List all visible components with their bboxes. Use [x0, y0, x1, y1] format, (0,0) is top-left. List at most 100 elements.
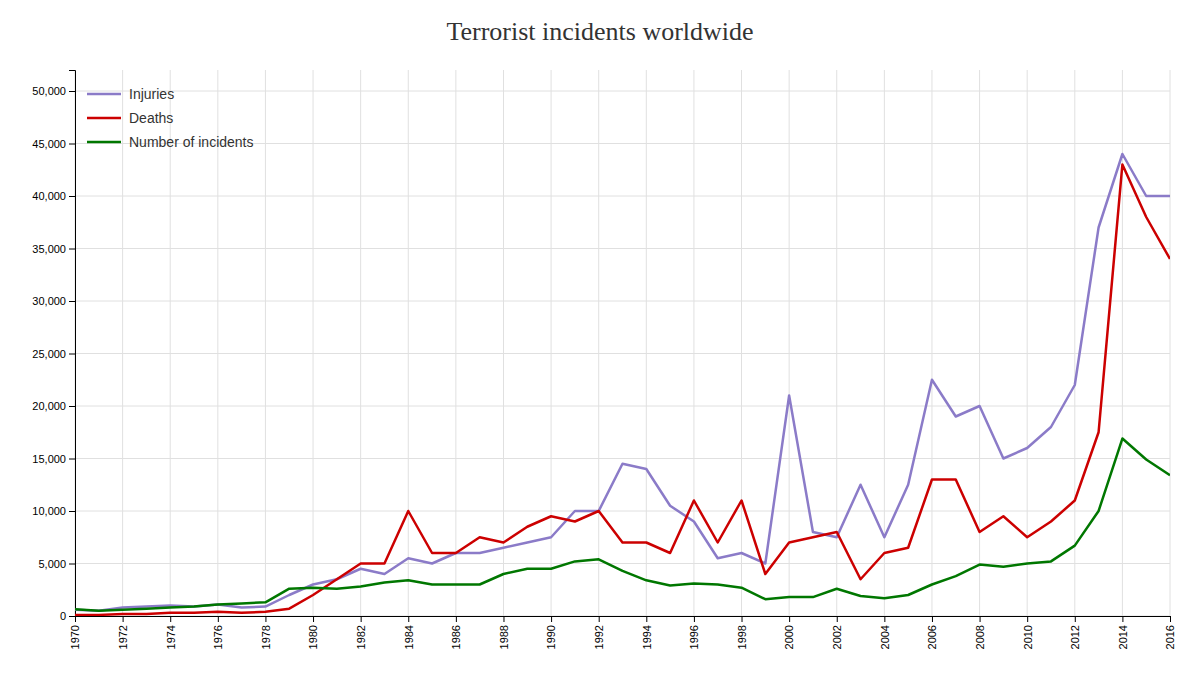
legend-swatch [87, 117, 121, 120]
tick-mark [1075, 616, 1076, 622]
grid-line [598, 70, 599, 616]
tick-label: 2014 [1117, 625, 1129, 649]
legend-item: Injuries [87, 86, 174, 102]
tick: 2014 [1117, 616, 1129, 649]
tick-mark [69, 196, 75, 197]
tick: 1996 [688, 616, 700, 649]
tick-label: 1990 [545, 625, 557, 649]
grid-line [455, 70, 456, 616]
grid-line [646, 70, 647, 616]
tick: 5,000 [38, 558, 75, 570]
tick-label: 2006 [926, 625, 938, 649]
grid-line [75, 248, 1170, 249]
tick-label: 2000 [783, 625, 795, 649]
tick-mark [503, 616, 504, 622]
grid-line [75, 301, 1170, 302]
series-line [75, 165, 1170, 615]
tick: 10,000 [32, 505, 75, 517]
tick-label: 1998 [736, 625, 748, 649]
tick: 1980 [307, 616, 319, 649]
tick: 1970 [69, 616, 81, 649]
tick-label: 35,000 [32, 243, 66, 255]
title: Terrorist incidents worldwide [446, 17, 753, 46]
grid-line [979, 70, 980, 616]
tick: 2006 [926, 616, 938, 649]
tick: 1974 [165, 616, 177, 649]
tick-label: 1988 [498, 625, 510, 649]
tick-label: 2010 [1022, 625, 1034, 649]
tick: 2002 [831, 616, 843, 649]
grid-line [75, 511, 1170, 512]
grid-line [1027, 70, 1028, 616]
tick-mark [551, 616, 552, 622]
grid-line [551, 70, 552, 616]
tick-label: 1976 [212, 625, 224, 649]
tick: 35,000 [32, 243, 75, 255]
tick-label: 1986 [450, 625, 462, 649]
tick-label: 50,000 [32, 85, 66, 97]
tick: 2004 [879, 616, 891, 649]
tick-label: 40,000 [32, 190, 66, 202]
grid-line [503, 70, 504, 616]
grid-line [1122, 70, 1123, 616]
grid-line [122, 70, 123, 616]
plot: 1970197219741976197819801982198419861988… [32, 70, 1176, 649]
tick-mark [69, 91, 75, 92]
grid-line [75, 196, 1170, 197]
tick-mark [742, 616, 743, 622]
tick-mark [123, 616, 124, 622]
tick-label: 1970 [69, 625, 81, 649]
tick: 2008 [974, 616, 986, 649]
legend-label: Injuries [129, 86, 174, 102]
tick-mark [1170, 616, 1171, 622]
tick: 1992 [593, 616, 605, 649]
grid-line [360, 70, 361, 616]
tick-label: 1994 [641, 625, 653, 649]
legend-item: Number of incidents [87, 134, 254, 150]
tick-mark [1027, 616, 1028, 622]
grid-line [75, 563, 1170, 564]
legend-swatch [87, 141, 121, 144]
tick-mark [456, 616, 457, 622]
legend: Injuries Deaths Number of incidents [87, 86, 254, 150]
tick-label: 15,000 [32, 453, 66, 465]
tick: 1988 [498, 616, 510, 649]
tick-mark [361, 616, 362, 622]
tick: 0 [60, 610, 75, 622]
tick-mark [789, 616, 790, 622]
tick: 1986 [450, 616, 462, 649]
tick-mark [837, 616, 838, 622]
grid-line [313, 70, 314, 616]
tick-mark [69, 616, 75, 617]
grid-line [265, 70, 266, 616]
tick-label: 1992 [593, 625, 605, 649]
tick: 45,000 [32, 138, 75, 150]
grid-line [693, 70, 694, 616]
tick: 2010 [1022, 616, 1034, 649]
chart: Terrorist incidents worldwide19701972197… [0, 0, 1200, 676]
grid-line [1074, 70, 1075, 616]
legend-label: Deaths [129, 110, 173, 126]
tick: 20,000 [32, 400, 75, 412]
tick-label: 1996 [688, 625, 700, 649]
tick-mark [218, 616, 219, 622]
grid-line [75, 91, 1170, 92]
tick-label: 20,000 [32, 400, 66, 412]
tick-mark [69, 354, 75, 355]
tick: 2012 [1069, 616, 1081, 649]
grid-line [217, 70, 218, 616]
tick-mark [932, 616, 933, 622]
grid-line [741, 70, 742, 616]
tick-label: 2008 [974, 625, 986, 649]
tick-mark [1122, 616, 1123, 622]
tick-label: 2016 [1164, 625, 1176, 649]
tick-label: 10,000 [32, 505, 66, 517]
grid-line [75, 353, 1170, 354]
tick-mark [599, 616, 600, 622]
tick-label: 25,000 [32, 348, 66, 360]
tick-label: 5,000 [38, 558, 66, 570]
tick: 1976 [212, 616, 224, 649]
tick-mark [408, 616, 409, 622]
grid-line [75, 406, 1170, 407]
tick-label: 45,000 [32, 138, 66, 150]
